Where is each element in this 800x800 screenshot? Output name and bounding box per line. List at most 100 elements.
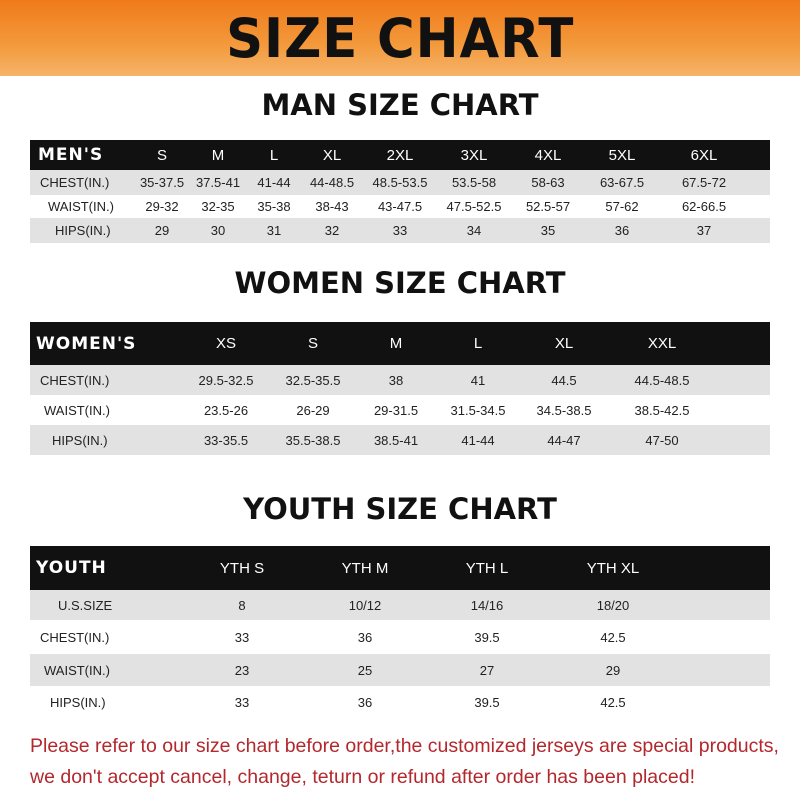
size-value: 36 <box>614 223 630 238</box>
size-header: 4XL <box>534 146 562 164</box>
size-value: 38.5-41 <box>373 432 419 448</box>
order-note: Please refer to our size chart before or… <box>30 731 800 793</box>
size-value: 57-62 <box>605 199 639 214</box>
size-value: 39.5 <box>474 629 500 645</box>
women-title: WOMEN SIZE CHART <box>234 266 566 300</box>
women-size-table: WOMEN'S XS S M L XL XXL CHEST(IN.) 29.5-32.5 32.5… <box>30 322 770 455</box>
size-value: 38-43 <box>315 199 349 214</box>
size-header: 5XL <box>608 146 636 164</box>
size-value: 63-67.5 <box>599 175 645 190</box>
size-value: 32 <box>324 223 340 238</box>
measurement-label: HIPS(IN.) <box>50 694 106 710</box>
table-row: HIPS(IN.) 33-35.5 35.5-38.5 38.5-41 41-44 44-… <box>30 425 770 455</box>
measurement-label: CHEST(IN.) <box>40 175 110 190</box>
table-row: HIPS(IN.) 29 30 31 32 33 34 35 36 37 <box>30 218 770 243</box>
measurement-label: WAIST(IN.) <box>44 402 110 418</box>
youth-title: YOUTH SIZE CHART <box>243 492 557 526</box>
size-value: 33 <box>234 694 250 710</box>
size-value: 10/12 <box>348 597 382 613</box>
size-value: 14/16 <box>470 597 504 613</box>
size-value: 42.5 <box>600 629 626 645</box>
size-value: 43-47.5 <box>377 199 423 214</box>
table-row: WAIST(IN.) 23 25 27 29 <box>30 654 770 686</box>
size-value: 36 <box>357 694 373 710</box>
size-value: 29-32 <box>145 199 179 214</box>
size-header: YTH L <box>465 559 509 577</box>
size-value: 44.5-48.5 <box>634 372 690 388</box>
measurement-label: HIPS(IN.) <box>55 223 111 238</box>
size-value: 44.5 <box>551 372 577 388</box>
size-value: 35-38 <box>257 199 291 214</box>
measurement-label: WAIST(IN.) <box>48 199 114 214</box>
table-row: WAIST(IN.) 23.5-26 26-29 29-31.5 31.5-34.5 34… <box>30 395 770 425</box>
size-value: 33 <box>392 223 408 238</box>
size-header: M <box>211 146 225 164</box>
size-value: 25 <box>357 662 373 678</box>
size-header: XXL <box>647 335 677 352</box>
table-category-label: MEN'S <box>38 145 104 165</box>
header-row: MEN'S S M L XL 2XL 3XL 4XL 5XL 6XL <box>30 140 770 170</box>
size-value: 27 <box>479 662 495 678</box>
size-value: 58-63 <box>531 175 565 190</box>
size-value: 44-48.5 <box>309 175 355 190</box>
table-row: HIPS(IN.) 33 36 39.5 42.5 <box>30 686 770 718</box>
size-value: 41 <box>470 372 486 388</box>
size-value: 47-50 <box>645 432 679 448</box>
size-value: 47.5-52.5 <box>446 199 502 214</box>
size-value: 38.5-42.5 <box>634 402 690 418</box>
table-category-label: WOMEN'S <box>36 333 137 354</box>
size-value: 29 <box>605 662 621 678</box>
size-value: 44-47 <box>547 432 581 448</box>
size-value: 35 <box>540 223 556 238</box>
size-value: 30 <box>210 223 226 238</box>
size-value: 39.5 <box>474 694 500 710</box>
men-size-table: MEN'S S M L XL 2XL 3XL 4XL 5XL 6XL CHEST(IN.) 35-37… <box>30 140 770 243</box>
size-value: 32-35 <box>201 199 235 214</box>
header-row: YOUTH YTH S YTH M YTH L YTH XL <box>30 546 770 590</box>
size-header: S <box>307 335 319 352</box>
size-header: L <box>269 146 279 164</box>
size-value: 67.5-72 <box>681 175 727 190</box>
size-value: 33 <box>234 629 250 645</box>
size-value: 8 <box>238 597 246 613</box>
measurement-label: CHEST(IN.) <box>40 372 110 388</box>
size-header: 3XL <box>460 146 488 164</box>
measurement-label: WAIST(IN.) <box>44 662 110 678</box>
size-value: 23.5-26 <box>203 402 249 418</box>
size-header: YTH M <box>341 559 389 577</box>
size-value: 62-66.5 <box>681 199 727 214</box>
measurement-label: U.S.SIZE <box>58 597 113 613</box>
size-header: XL <box>554 335 574 352</box>
table-row: CHEST(IN.) 33 36 39.5 42.5 <box>30 620 770 654</box>
size-value: 23 <box>234 662 250 678</box>
table-category-label: YOUTH <box>36 558 107 578</box>
banner: SIZE CHART <box>0 0 800 76</box>
youth-size-table: YOUTH YTH S YTH M YTH L YTH XL U.S.SIZE 8 10/12… <box>30 546 770 718</box>
size-value: 37 <box>696 223 712 238</box>
measurement-label: CHEST(IN.) <box>40 629 110 645</box>
size-value: 29-31.5 <box>373 402 419 418</box>
size-value: 48.5-53.5 <box>372 175 428 190</box>
table-row: CHEST(IN.) 35-37.5 37.5-41 41-44 44-48.5 48.5… <box>30 170 770 195</box>
size-value: 29 <box>154 223 170 238</box>
measurement-label: HIPS(IN.) <box>52 432 108 448</box>
size-header: XL <box>322 146 342 164</box>
men-title: MAN SIZE CHART <box>261 88 539 122</box>
size-header: XS <box>215 335 237 352</box>
size-value: 32.5-35.5 <box>285 372 341 388</box>
size-value: 35-37.5 <box>139 175 185 190</box>
size-header: YTH S <box>219 559 265 577</box>
size-value: 31.5-34.5 <box>450 402 506 418</box>
size-header: M <box>389 335 403 352</box>
size-value: 38 <box>388 372 404 388</box>
table-row: U.S.SIZE 8 10/12 14/16 18/20 <box>30 590 770 620</box>
size-value: 35.5-38.5 <box>285 432 341 448</box>
size-header: L <box>473 335 483 352</box>
note-line-2: we don't accept cancel, change, teturn o… <box>30 766 695 788</box>
size-value: 34.5-38.5 <box>536 402 592 418</box>
size-value: 53.5-58 <box>451 175 497 190</box>
size-value: 34 <box>466 223 482 238</box>
table-row: CHEST(IN.) 29.5-32.5 32.5-35.5 38 41 44.5 44.5… <box>30 365 770 395</box>
size-value: 26-29 <box>296 402 330 418</box>
size-header: YTH XL <box>586 559 640 577</box>
